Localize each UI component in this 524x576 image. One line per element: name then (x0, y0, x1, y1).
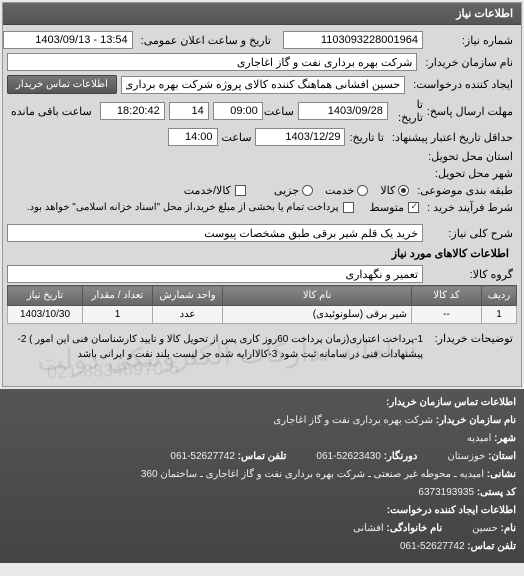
label-goods-group: گروه کالا: (427, 268, 517, 281)
td-code: -- (412, 306, 482, 324)
radio-label-service: خدمت (325, 184, 354, 197)
radio-dot-service (357, 185, 368, 196)
label-requester: ایجاد کننده درخواست: (409, 78, 517, 91)
label-to-hour: ساعت (267, 105, 294, 118)
label-need-title: شرح کلی نیاز: (427, 227, 517, 240)
footer-province: خوزستان (447, 451, 485, 462)
footer-panel: اطلاعات تماس سازمان خریدار: نام سازمان خ… (0, 389, 524, 563)
label-buyer-name: نام سازمان خریدار: (421, 56, 517, 69)
td-name: شیر برقی (سلونوئیدی) (223, 306, 412, 324)
footer-phone: 52627742-061 (170, 451, 235, 462)
input-requester[interactable] (121, 76, 405, 94)
input-request-no[interactable] (283, 31, 423, 49)
credit-checkbox[interactable] (235, 185, 246, 196)
goods-table: ردیف کد کالا نام کالا واحد شمارش تعداد /… (7, 285, 517, 324)
label-porder: شرط فرآیند خرید : (423, 201, 517, 214)
porder-checkbox[interactable] (343, 202, 354, 213)
buyer-contact-button[interactable]: اطلاعات تماس خریدار (7, 75, 117, 94)
th-unit: واحد شمارش (153, 286, 223, 306)
td-row: 1 (482, 306, 517, 324)
input-deadline-hour[interactable] (213, 102, 263, 120)
footer-address: امیدیه ـ محوطه غیر صنعتی ـ شرکت بهره برد… (141, 469, 484, 480)
footer-city: امیدیه (467, 433, 492, 444)
label-to-date2: تا تاریخ: (349, 131, 383, 144)
label-explain: توضیحات خریدار: (427, 332, 517, 345)
th-date: تاریخ نیاز (8, 286, 83, 306)
footer-rphone-label: تلفن تماس: (467, 541, 516, 552)
label-packaging: طبقه بندی موضوعی: (413, 184, 517, 197)
label-remain: ساعت باقی مانده (7, 105, 96, 118)
input-public-datetime[interactable] (3, 31, 133, 49)
td-qty: 1 (83, 306, 153, 324)
th-name: نام کالا (223, 286, 412, 306)
footer-city-label: شهر: (494, 433, 516, 444)
label-deadline: مهلت ارسال پاسخ: (427, 105, 517, 118)
label-province: استان محل تحویل: (424, 150, 517, 163)
radio-item-goods[interactable]: کالا (380, 184, 409, 197)
footer-name-label: نام: (501, 523, 516, 534)
goods-info-title: اطلاعات کالاهای مورد نیاز (7, 244, 517, 263)
label-to-date: تا تاریخ: (392, 98, 423, 124)
footer-lname: افشانی (353, 523, 384, 534)
credit-checkbox-label: کالا/خدمت (184, 184, 231, 197)
radio-dot-goods (398, 185, 409, 196)
footer-province-label: استان: (488, 451, 516, 462)
porder-checkbox-label: پرداخت تمام یا بخشی از مبلغ خرید،از محل … (27, 202, 339, 213)
radio-item-partial[interactable]: جزیی (274, 184, 313, 197)
label-valid-deadline: حداقل تاریخ اعتبار پیشنهاد: (388, 131, 517, 144)
footer-postal: 6373193935 (418, 487, 474, 498)
packaging-radio-group: کالا خدمت جزیی (274, 184, 409, 197)
radio-dot-partial (302, 185, 313, 196)
table-row[interactable]: 1 -- شیر برقی (سلونوئیدی) عدد 1 1403/10/… (8, 306, 517, 324)
footer-phone-label: تلفن تماس: (238, 451, 287, 462)
panel-header-need-info: اطلاعات نیاز (3, 3, 521, 25)
input-deadline-date[interactable] (298, 102, 388, 120)
footer-lname-label: نام خانوادگی: (386, 523, 442, 534)
footer-title: اطلاعات تماس سازمان خریدار: (386, 397, 516, 408)
footer-org: شرکت بهره برداری نفت و گاز اغاجاری (273, 415, 433, 426)
input-valid-hour[interactable] (168, 128, 218, 146)
td-date: 1403/10/30 (8, 306, 83, 324)
radio-item-service[interactable]: خدمت (325, 184, 368, 197)
need-info-panel: اطلاعات نیاز شماره نیاز: تاریخ و ساعت اع… (2, 2, 522, 387)
label-request-no: شماره نیاز: (427, 34, 517, 47)
th-code: کد کالا (412, 286, 482, 306)
th-row: ردیف (482, 286, 517, 306)
label-public-datetime: تاریخ و ساعت اعلان عمومی: (137, 34, 275, 47)
th-qty: تعداد / مقدار (83, 286, 153, 306)
input-buyer-name[interactable] (7, 53, 417, 71)
input-valid-date[interactable] (255, 128, 345, 146)
footer-name: حسین (472, 523, 498, 534)
medium-checkbox[interactable] (408, 202, 419, 213)
medium-checkbox-label: متوسط (370, 201, 405, 214)
footer-org-label: نام سازمان خریدار: (436, 415, 516, 426)
footer-postal-label: کد پستی: (477, 487, 516, 498)
radio-label-goods: کالا (380, 184, 395, 197)
footer-req-title: اطلاعات ایجاد کننده درخواست: (387, 505, 516, 516)
input-remain-time[interactable] (100, 102, 165, 120)
explain-text: 1-پرداخت اعتباری(زمان پرداخت 60روز کاری … (7, 332, 423, 362)
input-need-title[interactable] (7, 224, 423, 242)
table-header-row: ردیف کد کالا نام کالا واحد شمارش تعداد /… (8, 286, 517, 306)
input-goods-group[interactable] (7, 265, 423, 283)
td-unit: عدد (153, 306, 223, 324)
footer-address-label: نشانی: (487, 469, 516, 480)
label-city: شهر محل تحویل: (427, 167, 517, 180)
footer-rphone: 52627742-061 (400, 541, 465, 552)
footer-fax-label: دورنگار: (384, 451, 418, 462)
footer-fax: 52623430-061 (316, 451, 381, 462)
input-remain-days[interactable] (169, 102, 209, 120)
radio-label-partial: جزیی (274, 184, 299, 197)
label-hour2: ساعت (222, 131, 252, 144)
